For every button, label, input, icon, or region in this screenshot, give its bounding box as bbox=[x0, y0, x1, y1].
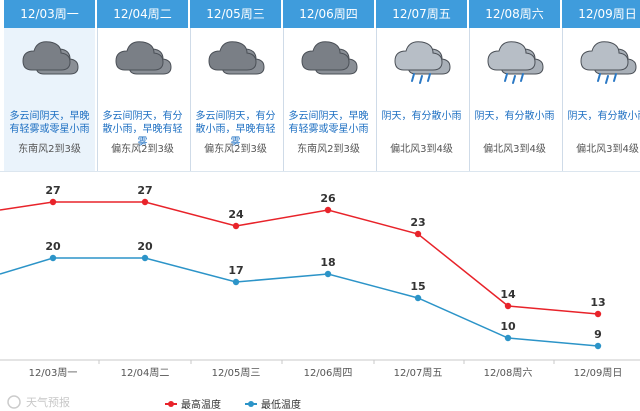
legend-label: 最高温度 bbox=[181, 398, 221, 411]
forecast-strip: 12/03周一 多云间阴天，早晚有轻雾或零星小雨 东南风2到3级 12/04周二 多云间… bbox=[0, 0, 640, 172]
low-temp-label: 18 bbox=[320, 256, 335, 269]
forecast-day-1[interactable]: 12/03周一多云间阴天，早晚有轻雾或零星小雨东南风2到3级 bbox=[4, 0, 95, 172]
wind-info: 东南风2到3级 bbox=[18, 144, 81, 155]
forecast-day-6[interactable]: 12/08周六阴天，有分散小雨 偏北风3到4级 bbox=[469, 0, 560, 172]
weather-icon-wrap bbox=[376, 34, 467, 86]
high-temp-label: 23 bbox=[410, 216, 425, 229]
high-temp-line bbox=[0, 201, 599, 315]
low-temp-point[interactable] bbox=[324, 270, 332, 278]
weather-icon-wrap bbox=[469, 34, 560, 86]
weather-description: 阴天，有分散小雨 bbox=[567, 111, 640, 122]
legend-label: 最低温度 bbox=[261, 398, 301, 411]
forecast-date: 12/05周三 bbox=[190, 0, 281, 28]
watermark-text: 天气预报 bbox=[26, 395, 70, 409]
high-temp-point[interactable] bbox=[232, 222, 240, 230]
wind-info: 偏北风3到4级 bbox=[576, 144, 639, 155]
strip-divider bbox=[0, 171, 640, 172]
forecast-day-7[interactable]: 12/09周日阴天，有分散小雨偏北风3到4级 bbox=[562, 0, 640, 172]
column-separator bbox=[190, 28, 191, 172]
low-temp-point[interactable] bbox=[232, 278, 240, 286]
weather-icon-wrap bbox=[562, 34, 640, 86]
weather-icon-wrap bbox=[97, 34, 188, 86]
weather-icon-wrap bbox=[4, 34, 95, 86]
high-temp-label: 26 bbox=[320, 192, 336, 205]
forecast-day-5[interactable]: 12/07周五阴天，有分散小雨 偏北风3到4级 bbox=[376, 0, 467, 172]
rain-icon bbox=[487, 41, 544, 84]
rain-icon bbox=[394, 41, 451, 84]
legend-low[interactable]: 最低温度 bbox=[245, 398, 301, 411]
low-temp-label: 9 bbox=[594, 328, 602, 341]
wind-info: 偏北风3到4级 bbox=[483, 144, 546, 155]
column-separator bbox=[562, 28, 563, 172]
wind-info: 偏东风2到3级 bbox=[204, 144, 267, 155]
forecast-date: 12/03周一 bbox=[4, 0, 95, 28]
watermark-logo-icon bbox=[7, 395, 21, 409]
x-tick-label: 12/03周一 bbox=[29, 367, 78, 379]
column-separator bbox=[376, 28, 377, 172]
weather-description: 阴天，有分散小雨 bbox=[474, 111, 555, 122]
high-temp-label: 24 bbox=[228, 208, 244, 221]
legend-high[interactable]: 最高温度 bbox=[165, 398, 221, 411]
cloudy-icon bbox=[22, 41, 79, 75]
x-tick-label: 12/04周二 bbox=[121, 367, 170, 379]
low-temp-label: 20 bbox=[45, 240, 61, 253]
low-temp-point[interactable] bbox=[594, 342, 602, 350]
legend-swatch-dot bbox=[248, 401, 254, 407]
forecast-date: 12/08周六 bbox=[469, 0, 560, 28]
high-temp-label: 14 bbox=[500, 288, 516, 301]
weather-description: 多云间阴天，早晚有轻雾或零星小雨 bbox=[9, 111, 90, 135]
low-temp-point[interactable] bbox=[414, 294, 422, 302]
forecast-day-4[interactable]: 12/06周四多云间阴天，早晚有轻雾或零星小雨东南风2到3级 bbox=[283, 0, 374, 172]
high-temp-point[interactable] bbox=[141, 198, 149, 206]
forecast-date: 12/06周四 bbox=[283, 0, 374, 28]
low-temp-label: 20 bbox=[137, 240, 153, 253]
low-temp-point[interactable] bbox=[141, 254, 149, 262]
column-separator bbox=[469, 28, 470, 172]
column-separator bbox=[283, 28, 284, 172]
column-separator bbox=[97, 28, 98, 172]
high-temp-point[interactable] bbox=[49, 198, 57, 206]
weather-icon-wrap bbox=[190, 34, 281, 86]
rain-icon bbox=[580, 41, 637, 84]
high-temp-point[interactable] bbox=[324, 206, 332, 214]
high-temp-label: 27 bbox=[137, 184, 152, 197]
forecast-day-2[interactable]: 12/04周二多云间阴天，有分散小雨，早晚有轻雾 偏东风2到3级 bbox=[97, 0, 188, 172]
weather-icon-wrap bbox=[283, 34, 374, 86]
high-temp-point[interactable] bbox=[414, 230, 422, 238]
x-tick-label: 12/07周五 bbox=[394, 367, 443, 379]
forecast-date: 12/07周五 bbox=[376, 0, 467, 28]
cloudy-icon bbox=[208, 41, 265, 75]
low-temp-label: 17 bbox=[228, 264, 243, 277]
high-temp-label: 27 bbox=[45, 184, 60, 197]
low-temp-line bbox=[0, 257, 599, 347]
low-temp-label: 15 bbox=[410, 280, 425, 293]
low-temp-point[interactable] bbox=[49, 254, 57, 262]
low-temp-label: 10 bbox=[500, 320, 516, 333]
weather-description: 多云间阴天，有分散小雨，早晚有轻雾 bbox=[195, 111, 276, 148]
wind-info: 偏北风3到4级 bbox=[390, 144, 453, 155]
low-temp-point[interactable] bbox=[504, 334, 512, 342]
high-temp-point[interactable] bbox=[594, 310, 602, 318]
wind-info: 偏东风2到3级 bbox=[111, 144, 174, 155]
weather-description: 多云间阴天，有分散小雨，早晚有轻雾 bbox=[102, 111, 183, 148]
legend-swatch-dot bbox=[168, 401, 174, 407]
wind-info: 东南风2到3级 bbox=[297, 144, 360, 155]
forecast-date: 12/09周日 bbox=[562, 0, 640, 28]
forecast-date: 12/04周二 bbox=[97, 0, 188, 28]
weather-description: 多云间阴天，早晚有轻雾或零星小雨 bbox=[288, 111, 369, 135]
high-temp-point[interactable] bbox=[504, 302, 512, 310]
forecast-day-3[interactable]: 12/05周三多云间阴天，有分散小雨，早晚有轻雾 偏东风2到3级 bbox=[190, 0, 281, 172]
cloudy-icon bbox=[115, 41, 172, 75]
x-tick-label: 12/05周三 bbox=[212, 367, 261, 379]
high-temp-label: 13 bbox=[590, 296, 605, 309]
cloudy-icon bbox=[301, 41, 358, 75]
x-tick-label: 12/06周四 bbox=[304, 367, 353, 379]
weather-description: 阴天，有分散小雨 bbox=[381, 111, 462, 122]
temperature-chart: 27 27 24 26 23 14 13 20 20 17 18 15 10 9 12/03周一 12/04… bbox=[0, 184, 640, 411]
x-tick-label: 12/09周日 bbox=[574, 367, 623, 379]
watermark: 天气预报 bbox=[7, 395, 70, 409]
x-tick-label: 12/08周六 bbox=[484, 367, 533, 379]
